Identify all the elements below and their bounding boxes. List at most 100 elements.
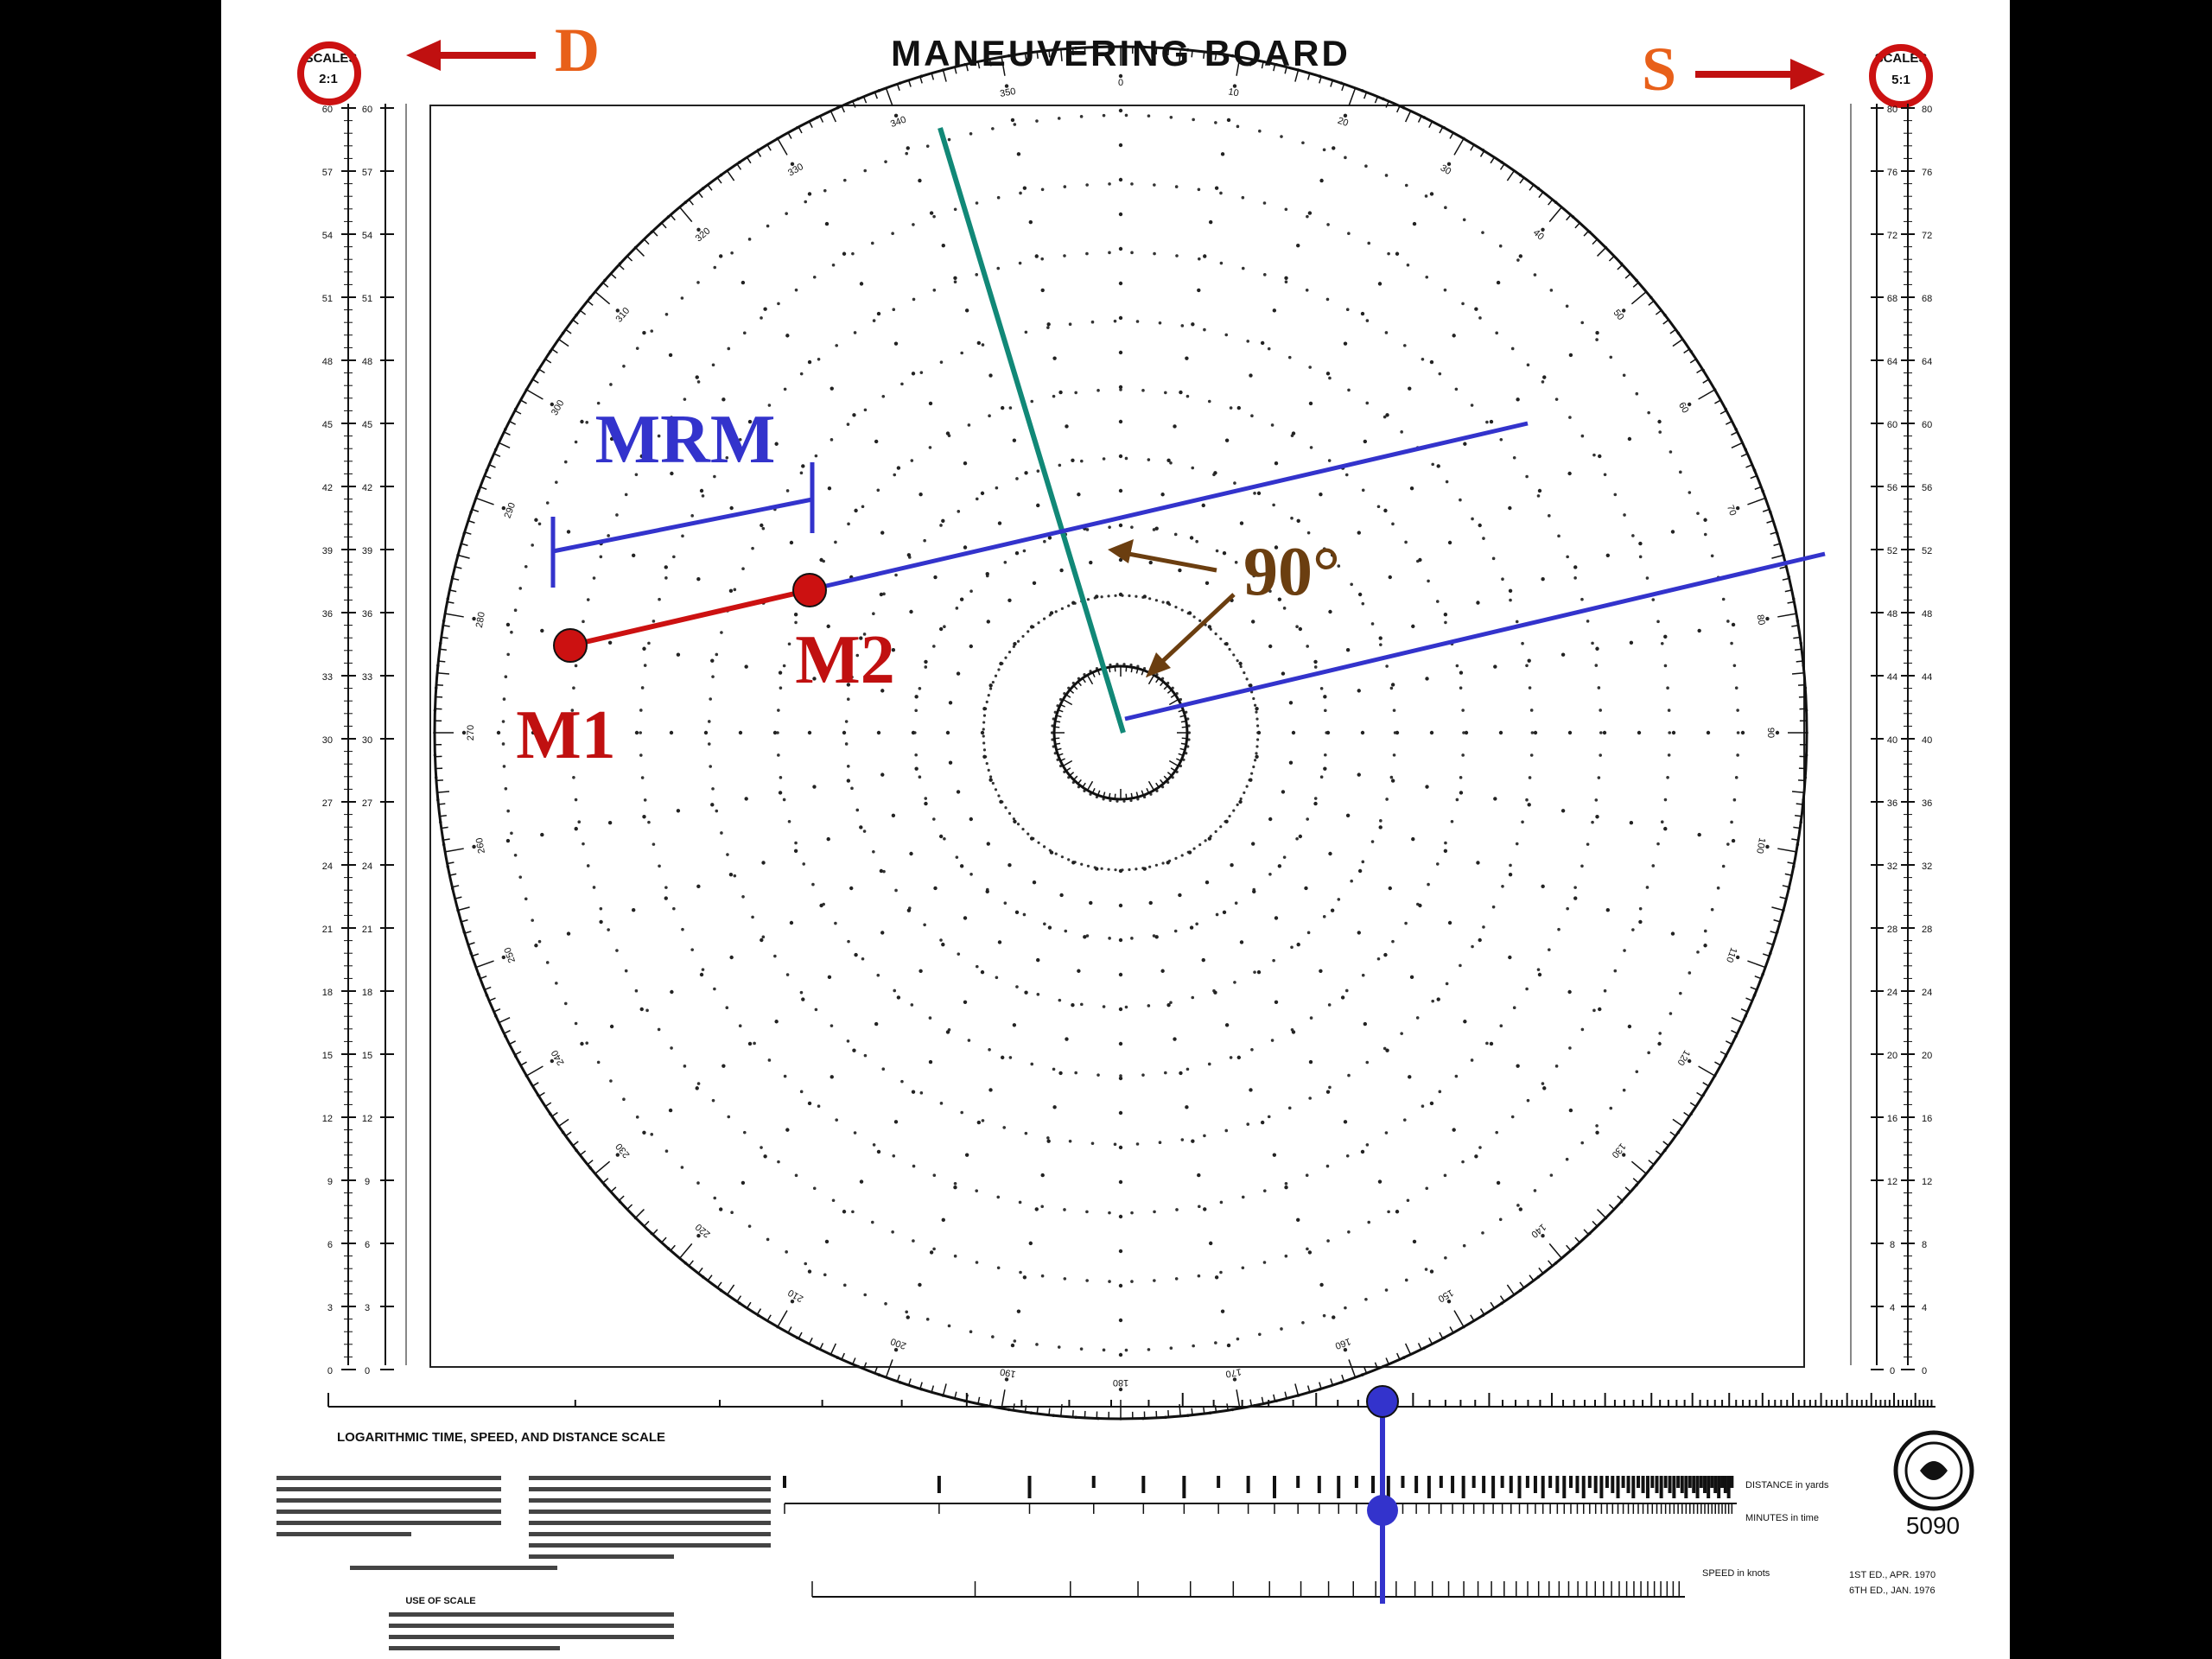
grid-dot xyxy=(1175,1208,1179,1211)
compass-tick xyxy=(504,431,511,436)
compass-tick xyxy=(1714,399,1721,404)
grid-dot xyxy=(1678,470,1682,474)
grid-dot xyxy=(1036,993,1040,996)
distance-scale-mark xyxy=(1555,1476,1560,1493)
inner-tick xyxy=(1170,694,1176,698)
grid-dot xyxy=(1040,1274,1045,1278)
grid-dot xyxy=(1470,404,1474,407)
compass-tick xyxy=(464,931,472,934)
grid-dot xyxy=(1326,1239,1330,1243)
compass-tick xyxy=(626,255,633,262)
compass-tick xyxy=(1696,1091,1703,1097)
compass-tick xyxy=(1374,96,1379,104)
compass-tick xyxy=(777,138,788,156)
speed-label: SPEED in knots xyxy=(1702,1568,1770,1579)
m2-point xyxy=(792,573,827,607)
compass-label: 20 xyxy=(1336,116,1350,129)
compass-tick xyxy=(988,1399,992,1407)
inner-tick xyxy=(1181,726,1187,728)
right-scale-label: 0 xyxy=(1890,1366,1895,1376)
compass-tick xyxy=(1630,291,1647,305)
grid-dot xyxy=(1158,321,1162,325)
compass-tick xyxy=(1529,184,1535,191)
grid-dot xyxy=(513,853,518,857)
radial-dot xyxy=(1378,825,1382,830)
grid-dot xyxy=(853,331,857,334)
radial-dot xyxy=(1239,521,1244,525)
radial-dot xyxy=(1224,641,1229,646)
grid-dot xyxy=(574,664,578,668)
radial-dot xyxy=(1032,581,1037,585)
grid-dot xyxy=(777,709,780,712)
compass-tick xyxy=(1048,50,1051,58)
grid-dot xyxy=(882,869,886,874)
grid-dot xyxy=(1135,320,1140,323)
compass-tick xyxy=(679,207,693,223)
grid-dot xyxy=(1592,453,1596,457)
radial-dot xyxy=(1343,1120,1348,1124)
right-scale-label: 44 xyxy=(1887,672,1897,683)
radial-dot xyxy=(1118,868,1123,874)
grid-dot xyxy=(696,380,701,384)
grid-dot xyxy=(960,1110,963,1115)
grid-dot xyxy=(1406,1198,1410,1203)
right-scale-label: 56 xyxy=(1887,483,1897,493)
radial-dot xyxy=(1118,1145,1123,1150)
right-scale-label: 4 xyxy=(1890,1303,1895,1313)
distance-scale-mark xyxy=(1710,1476,1714,1488)
s-arrow-head xyxy=(1790,59,1825,90)
grid-dot xyxy=(1008,406,1013,410)
compass-tick xyxy=(1439,126,1444,134)
grid-dot xyxy=(1404,540,1408,544)
radial-dot xyxy=(1118,315,1123,321)
radial-dot xyxy=(1118,1387,1123,1392)
grid-dot xyxy=(1669,450,1673,454)
radial-dot xyxy=(1016,1309,1021,1313)
right-scale-label: 64 xyxy=(1887,357,1897,367)
compass-tick xyxy=(558,338,569,347)
use-of-scale-heading: USE OF SCALE xyxy=(405,1596,475,1606)
grid-dot xyxy=(1052,1067,1056,1071)
radial-dot xyxy=(1205,880,1210,885)
grid-dot xyxy=(664,312,669,316)
radial-dot xyxy=(1388,575,1392,580)
inner-tick xyxy=(1130,667,1134,673)
grid-dot xyxy=(696,1181,700,1185)
grid-dot xyxy=(715,809,719,813)
radial-dot xyxy=(1118,938,1123,943)
grid-dot xyxy=(1192,1344,1195,1348)
grid-dot xyxy=(1018,261,1022,265)
grid-dot xyxy=(1609,1106,1613,1110)
radial-dot xyxy=(963,1000,968,1004)
grid-dot xyxy=(1455,664,1459,668)
grid-dot xyxy=(1462,218,1466,222)
inner-tick xyxy=(1163,775,1168,780)
radial-dot xyxy=(1605,908,1611,912)
grid-dot xyxy=(872,612,875,615)
radial-dot xyxy=(1059,893,1064,898)
compass-tick xyxy=(1766,519,1774,524)
grid-dot xyxy=(991,127,995,130)
right-scale-label: 56 xyxy=(1922,483,1932,493)
radial-dot xyxy=(1657,1041,1662,1046)
grid-dot xyxy=(1102,113,1106,118)
grid-dot xyxy=(1258,129,1262,133)
radial-dot xyxy=(1429,1101,1434,1106)
radial-dot xyxy=(1313,659,1318,664)
inner-tick xyxy=(1166,689,1173,694)
grid-dot xyxy=(1580,1141,1585,1145)
compass-tick xyxy=(1793,636,1801,639)
left-scale-label: 27 xyxy=(322,798,333,809)
fine-print-line xyxy=(529,1476,771,1480)
compass-tick xyxy=(1470,144,1475,151)
radial-dot xyxy=(1118,1283,1123,1288)
radial-dot xyxy=(1220,1309,1225,1313)
grid-dot xyxy=(1597,686,1601,690)
grid-dot xyxy=(1498,244,1503,248)
grid-dot xyxy=(1613,969,1618,973)
grid-dot xyxy=(785,1250,788,1254)
angle-arrow-upper-shaft xyxy=(1114,549,1217,573)
grid-dot xyxy=(1018,1200,1022,1205)
compass-tick xyxy=(736,163,742,170)
radial-dot xyxy=(1191,322,1195,327)
